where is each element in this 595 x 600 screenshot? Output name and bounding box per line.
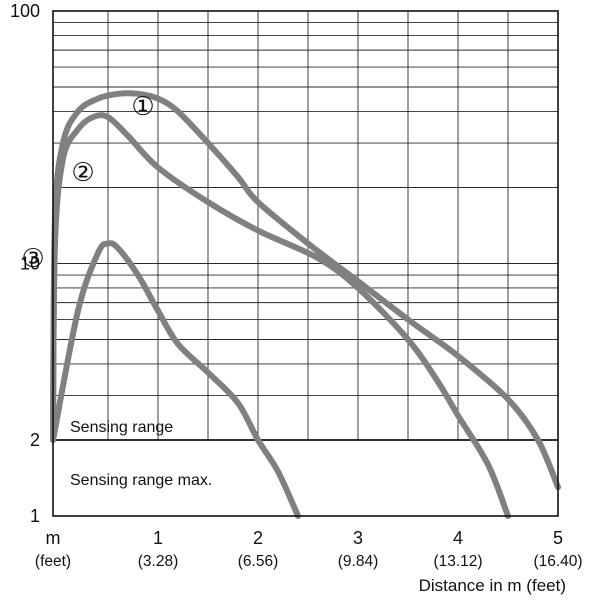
series-curve-1	[50, 90, 561, 491]
series-marker-label-1: ①	[131, 91, 154, 121]
x-tick-label: 5	[553, 528, 563, 548]
x-tick-label: 3	[353, 528, 363, 548]
x-tick-label: 1	[153, 528, 163, 548]
x-axis-title: Distance in m (feet)	[419, 576, 566, 595]
grid	[53, 11, 558, 516]
threshold-layer	[53, 439, 558, 516]
x-tick-sublabel: (feet)	[35, 553, 71, 570]
sensing-range-max-label: Sensing range max.	[70, 472, 212, 489]
series-layer	[50, 90, 561, 519]
y-tick-label: 1	[30, 506, 40, 526]
sensing-range-label: Sensing range	[70, 419, 173, 436]
y-tick-label: 2	[30, 430, 40, 450]
x-tick-sublabel: (3.28)	[138, 553, 179, 570]
plot-frame	[52, 10, 559, 517]
x-tick-label: 4	[453, 528, 463, 548]
series-curve-3	[50, 240, 301, 519]
x-tick-sublabel: (16.40)	[533, 553, 582, 570]
x-tick-label: m	[46, 528, 61, 548]
labels-layer: ① ② ③ Sensing range Sensing range max. 1 2 10 10…	[10, 1, 583, 595]
plot-border	[52, 10, 559, 517]
series-curve-2	[50, 112, 511, 519]
x-tick-sublabel: (13.12)	[433, 553, 482, 570]
x-tick-label: 2	[253, 528, 263, 548]
y-tick-label: 10	[20, 254, 40, 274]
series-marker-label-3: ③	[21, 243, 44, 273]
x-tick-sublabel: (6.56)	[238, 553, 279, 570]
series-marker-label-2: ②	[71, 157, 94, 187]
y-tick-label: 100	[10, 1, 40, 21]
x-tick-sublabel: (9.84)	[338, 553, 379, 570]
sensing-range-max-region	[54, 439, 557, 516]
